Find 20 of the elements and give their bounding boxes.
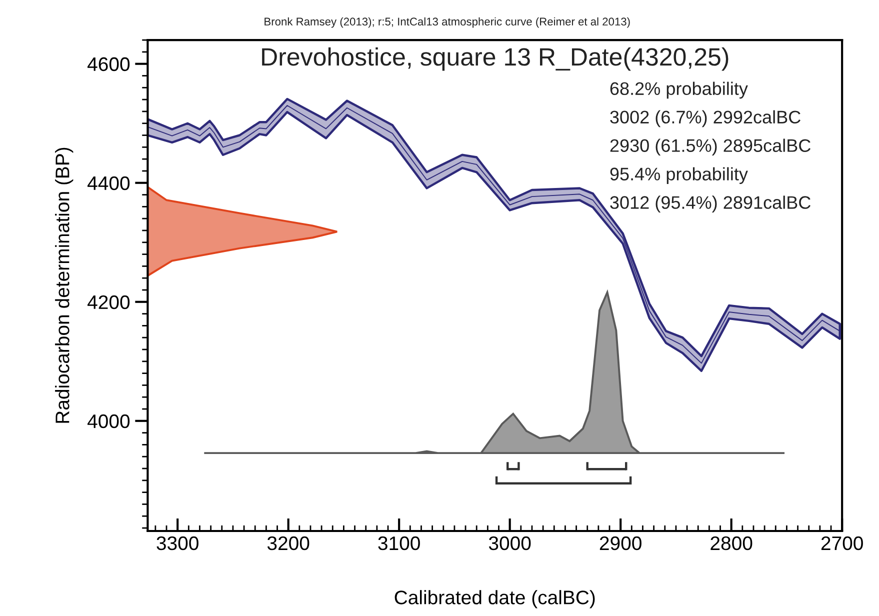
y-tick-label: 4400 [88,176,130,190]
x-axis-title: Calibrated date (calBC) [394,590,595,608]
y-tick-label: 4600 [88,57,130,72]
x-tick-label: 3000 [488,536,531,550]
chart-title: Drevohostice, square 13 R_Date(4320,25) [262,47,728,71]
annotation: 2930 (61.5%) 2895calBC [610,138,811,156]
y-tick-label: 4200 [88,295,130,310]
x-tick-label: 3100 [378,536,420,550]
annotation: 3002 (6.7%) 2992calBC [610,110,800,128]
annotation: 3012 (95.4%) 2891calBC [610,196,811,212]
x-tick-label: 2800 [710,536,752,550]
x-tick-label: 2700 [821,536,863,550]
x-tick-label: 2900 [600,536,642,550]
annotation: 95.4% probability [610,167,748,184]
y-tick-label: 4000 [88,414,130,428]
x-tick-label: 3300 [156,536,198,550]
y-axis-title: Radiocarbon determination (BP) [55,148,74,423]
annotation: 68.2% probability [610,82,748,99]
chart-subtitle: Bronk Ramsey (2013); r:5; IntCal13 atmospheric curve (Reimer et al 2013) [264,17,630,28]
x-tick-label: 3200 [267,536,310,550]
